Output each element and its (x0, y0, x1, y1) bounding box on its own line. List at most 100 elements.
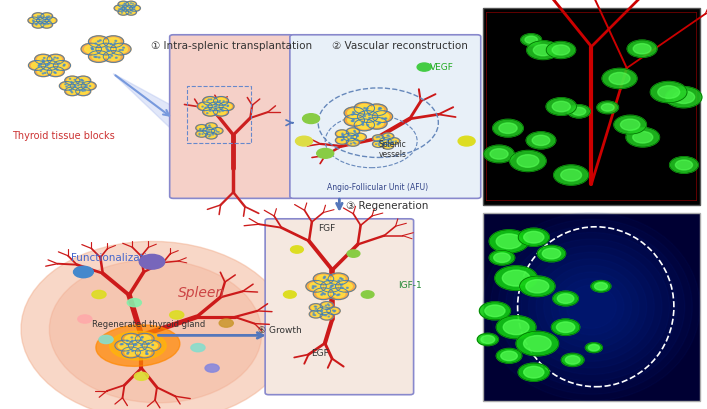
Circle shape (335, 281, 356, 292)
Circle shape (70, 81, 86, 90)
Circle shape (533, 45, 553, 56)
Circle shape (125, 335, 137, 342)
Circle shape (45, 24, 46, 25)
Circle shape (114, 43, 116, 44)
Circle shape (141, 339, 142, 340)
Circle shape (675, 160, 693, 170)
Circle shape (120, 10, 127, 14)
Circle shape (351, 114, 354, 115)
Circle shape (63, 65, 64, 66)
Circle shape (59, 81, 74, 90)
Circle shape (369, 117, 370, 119)
Circle shape (47, 64, 48, 65)
Circle shape (518, 363, 549, 381)
Circle shape (126, 9, 136, 15)
Circle shape (35, 67, 52, 76)
Circle shape (208, 102, 223, 111)
Circle shape (119, 49, 121, 51)
Circle shape (59, 63, 60, 64)
Circle shape (327, 279, 328, 280)
Circle shape (317, 290, 330, 297)
Circle shape (170, 311, 184, 319)
Circle shape (120, 344, 122, 345)
Circle shape (212, 110, 214, 111)
Circle shape (324, 276, 325, 277)
Circle shape (209, 110, 211, 111)
Circle shape (417, 63, 431, 71)
Circle shape (219, 111, 220, 112)
Circle shape (205, 129, 212, 133)
Polygon shape (113, 74, 173, 131)
Circle shape (546, 98, 576, 115)
Circle shape (35, 22, 42, 27)
Circle shape (50, 68, 62, 75)
Circle shape (203, 128, 204, 129)
Circle shape (353, 119, 354, 120)
Circle shape (211, 103, 221, 109)
Circle shape (67, 88, 77, 94)
Circle shape (516, 331, 559, 356)
Circle shape (341, 140, 342, 141)
Circle shape (341, 284, 343, 285)
Circle shape (213, 134, 214, 135)
Circle shape (315, 286, 316, 287)
Circle shape (542, 248, 561, 259)
Bar (483, 213, 700, 401)
Circle shape (357, 136, 358, 137)
Circle shape (224, 105, 226, 106)
Circle shape (572, 108, 585, 115)
Circle shape (148, 343, 149, 344)
Circle shape (109, 57, 111, 58)
Circle shape (328, 273, 349, 285)
Circle shape (53, 61, 71, 70)
Circle shape (81, 79, 82, 80)
Circle shape (358, 111, 378, 122)
Circle shape (135, 344, 137, 345)
Circle shape (351, 136, 352, 137)
Text: Spleen: Spleen (178, 285, 225, 299)
Circle shape (211, 99, 212, 100)
FancyBboxPatch shape (290, 35, 481, 198)
Circle shape (118, 342, 130, 349)
Circle shape (43, 22, 50, 27)
Circle shape (221, 103, 231, 109)
Circle shape (78, 315, 92, 323)
Circle shape (334, 310, 336, 311)
Circle shape (367, 124, 368, 126)
Ellipse shape (21, 241, 290, 409)
Circle shape (92, 48, 93, 49)
Circle shape (219, 102, 234, 111)
Circle shape (364, 108, 366, 109)
Circle shape (110, 43, 112, 45)
Circle shape (303, 114, 320, 124)
Circle shape (74, 266, 93, 278)
Circle shape (357, 135, 358, 136)
Circle shape (120, 2, 127, 6)
Circle shape (591, 281, 611, 292)
Circle shape (49, 19, 50, 20)
Circle shape (110, 43, 131, 55)
Circle shape (524, 366, 544, 378)
Circle shape (205, 123, 217, 130)
Circle shape (321, 311, 322, 312)
Circle shape (118, 1, 129, 7)
Text: Angio-Follicular Unit (AFU): Angio-Follicular Unit (AFU) (327, 183, 428, 192)
Circle shape (205, 98, 215, 104)
Circle shape (329, 308, 338, 313)
Circle shape (477, 333, 498, 346)
Circle shape (495, 266, 537, 290)
Circle shape (129, 5, 130, 6)
Text: ⑤ Growth: ⑤ Growth (258, 326, 302, 335)
Circle shape (100, 40, 101, 41)
Circle shape (30, 18, 37, 22)
Circle shape (146, 351, 147, 352)
Circle shape (33, 21, 44, 28)
Circle shape (348, 109, 361, 117)
Circle shape (129, 12, 130, 13)
Circle shape (40, 70, 42, 71)
Circle shape (385, 118, 386, 119)
Circle shape (203, 97, 218, 105)
Circle shape (88, 36, 109, 47)
Circle shape (206, 131, 207, 132)
Circle shape (323, 277, 325, 279)
